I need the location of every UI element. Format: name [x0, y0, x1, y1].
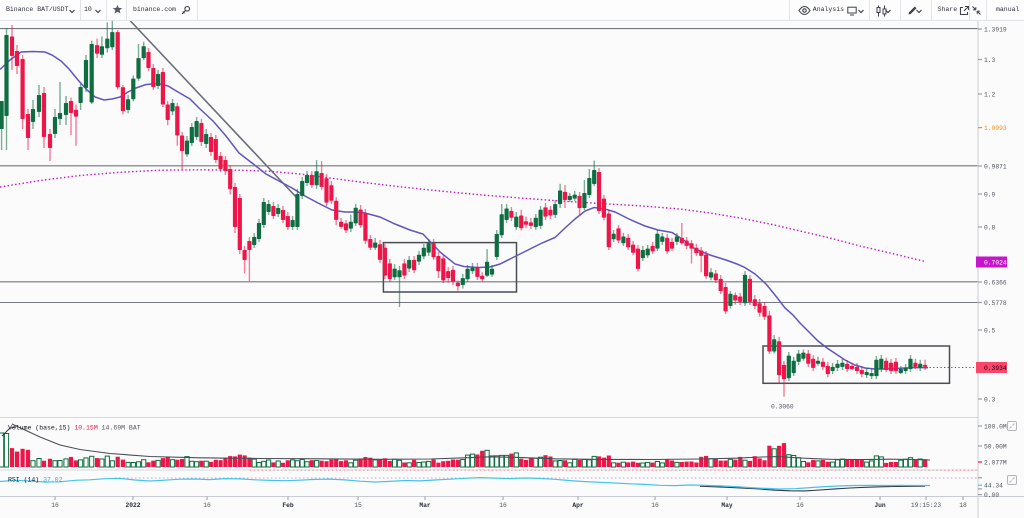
svg-text:Feb: Feb: [282, 502, 294, 509]
svg-text:50.00M: 50.00M: [984, 443, 1007, 450]
svg-text:1.0993: 1.0993: [984, 125, 1007, 132]
svg-text:2022: 2022: [125, 502, 140, 509]
svg-text:0.9: 0.9: [984, 191, 996, 198]
svg-text:15: 15: [354, 502, 362, 509]
svg-text:May: May: [721, 502, 733, 509]
svg-text:16: 16: [796, 502, 804, 509]
svg-text:18: 18: [959, 502, 967, 509]
svg-text:16: 16: [203, 502, 211, 509]
svg-text:Apr: Apr: [572, 502, 584, 509]
svg-text:Volume (base,15) 10.15M 14.69M: Volume (base,15) 10.15M 14.69M BAT: [8, 425, 141, 432]
svg-text:0.8: 0.8: [984, 224, 996, 231]
svg-text:0.6366: 0.6366: [984, 279, 1007, 286]
svg-text:0.3934: 0.3934: [984, 365, 1007, 372]
svg-text:0.5: 0.5: [984, 327, 996, 334]
svg-text:2.077M: 2.077M: [984, 459, 1007, 466]
svg-text:1.3: 1.3: [984, 57, 996, 64]
svg-text:16: 16: [651, 502, 659, 509]
svg-text:0.00: 0.00: [984, 492, 999, 499]
svg-text:16: 16: [499, 502, 507, 509]
svg-text:100.0M: 100.0M: [984, 423, 1007, 430]
svg-text:Mar: Mar: [419, 502, 431, 509]
svg-text:0.9871: 0.9871: [984, 163, 1007, 170]
svg-text:0.3060: 0.3060: [771, 404, 794, 411]
svg-text:16: 16: [51, 502, 59, 509]
svg-text:0.5778: 0.5778: [984, 300, 1007, 307]
svg-text:44.34: 44.34: [984, 483, 1003, 490]
svg-text:RSI (14) 37.02: RSI (14) 37.02: [8, 476, 63, 483]
svg-text:Jun: Jun: [874, 502, 886, 509]
svg-text:0.3: 0.3: [984, 396, 996, 403]
svg-text:1.2: 1.2: [984, 91, 996, 98]
svg-text:0.7024: 0.7024: [984, 259, 1007, 266]
svg-text:19:15:23: 19:15:23: [911, 502, 941, 509]
svg-text:1.3919: 1.3919: [984, 26, 1007, 33]
